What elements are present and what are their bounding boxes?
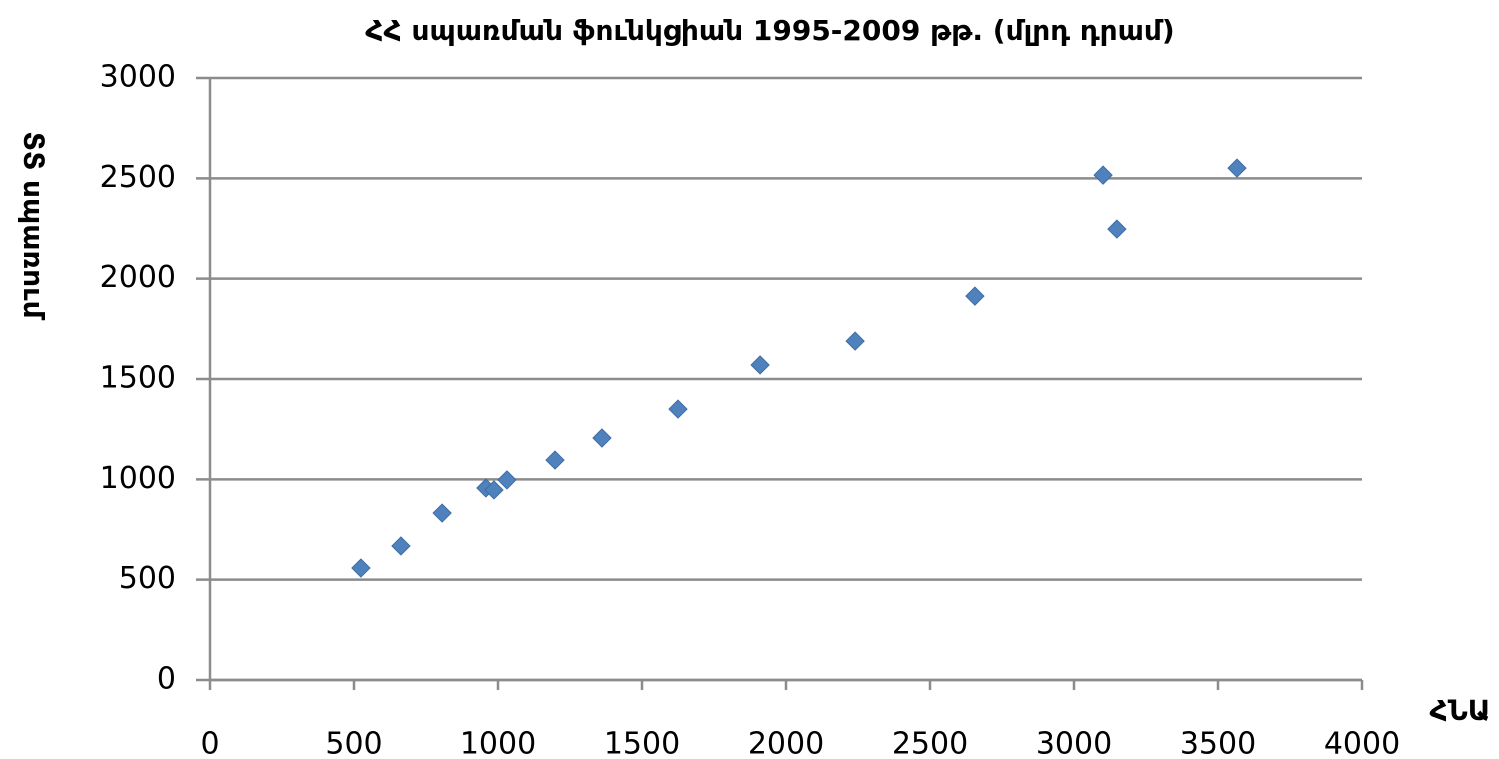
y-axis-title: ՏՏ սպառում (17, 131, 50, 320)
y-tick-label: 1500 (100, 361, 176, 396)
y-tick-label: 3000 (100, 60, 176, 95)
point (1093, 165, 1113, 185)
point (351, 558, 371, 578)
y-tick-label: 1000 (100, 461, 176, 496)
y-tick-label: 0 (157, 662, 176, 697)
x-tick-label: 1000 (460, 727, 536, 759)
x-tick-label: 0 (200, 727, 219, 759)
point (545, 450, 565, 470)
point (432, 503, 452, 523)
chart-title: ՀՀ սպառման ֆունկցիան 1995-2009 թթ. (մլրդ… (365, 14, 1174, 47)
point (592, 428, 612, 448)
point (1107, 219, 1127, 239)
x-tick-label: 3000 (1036, 727, 1112, 759)
x-tick-label: 2000 (748, 727, 824, 759)
point (668, 399, 688, 419)
point (497, 470, 517, 490)
point (391, 536, 411, 556)
point (1227, 158, 1247, 178)
point (750, 355, 770, 375)
x-tick-label: 500 (325, 727, 382, 759)
point (845, 331, 865, 351)
x-tick-label: 1500 (604, 727, 680, 759)
y-tick-label: 2000 (100, 260, 176, 295)
y-tick-label: 500 (119, 561, 176, 596)
x-tick-label: 3500 (1180, 727, 1256, 759)
point (965, 286, 985, 306)
point (484, 480, 504, 500)
x-tick-label: 2500 (892, 727, 968, 759)
x-tick-label: 4000 (1324, 727, 1400, 759)
y-tick-label: 2500 (100, 160, 176, 195)
x-axis-title: ՀՆԱ (1429, 694, 1490, 727)
